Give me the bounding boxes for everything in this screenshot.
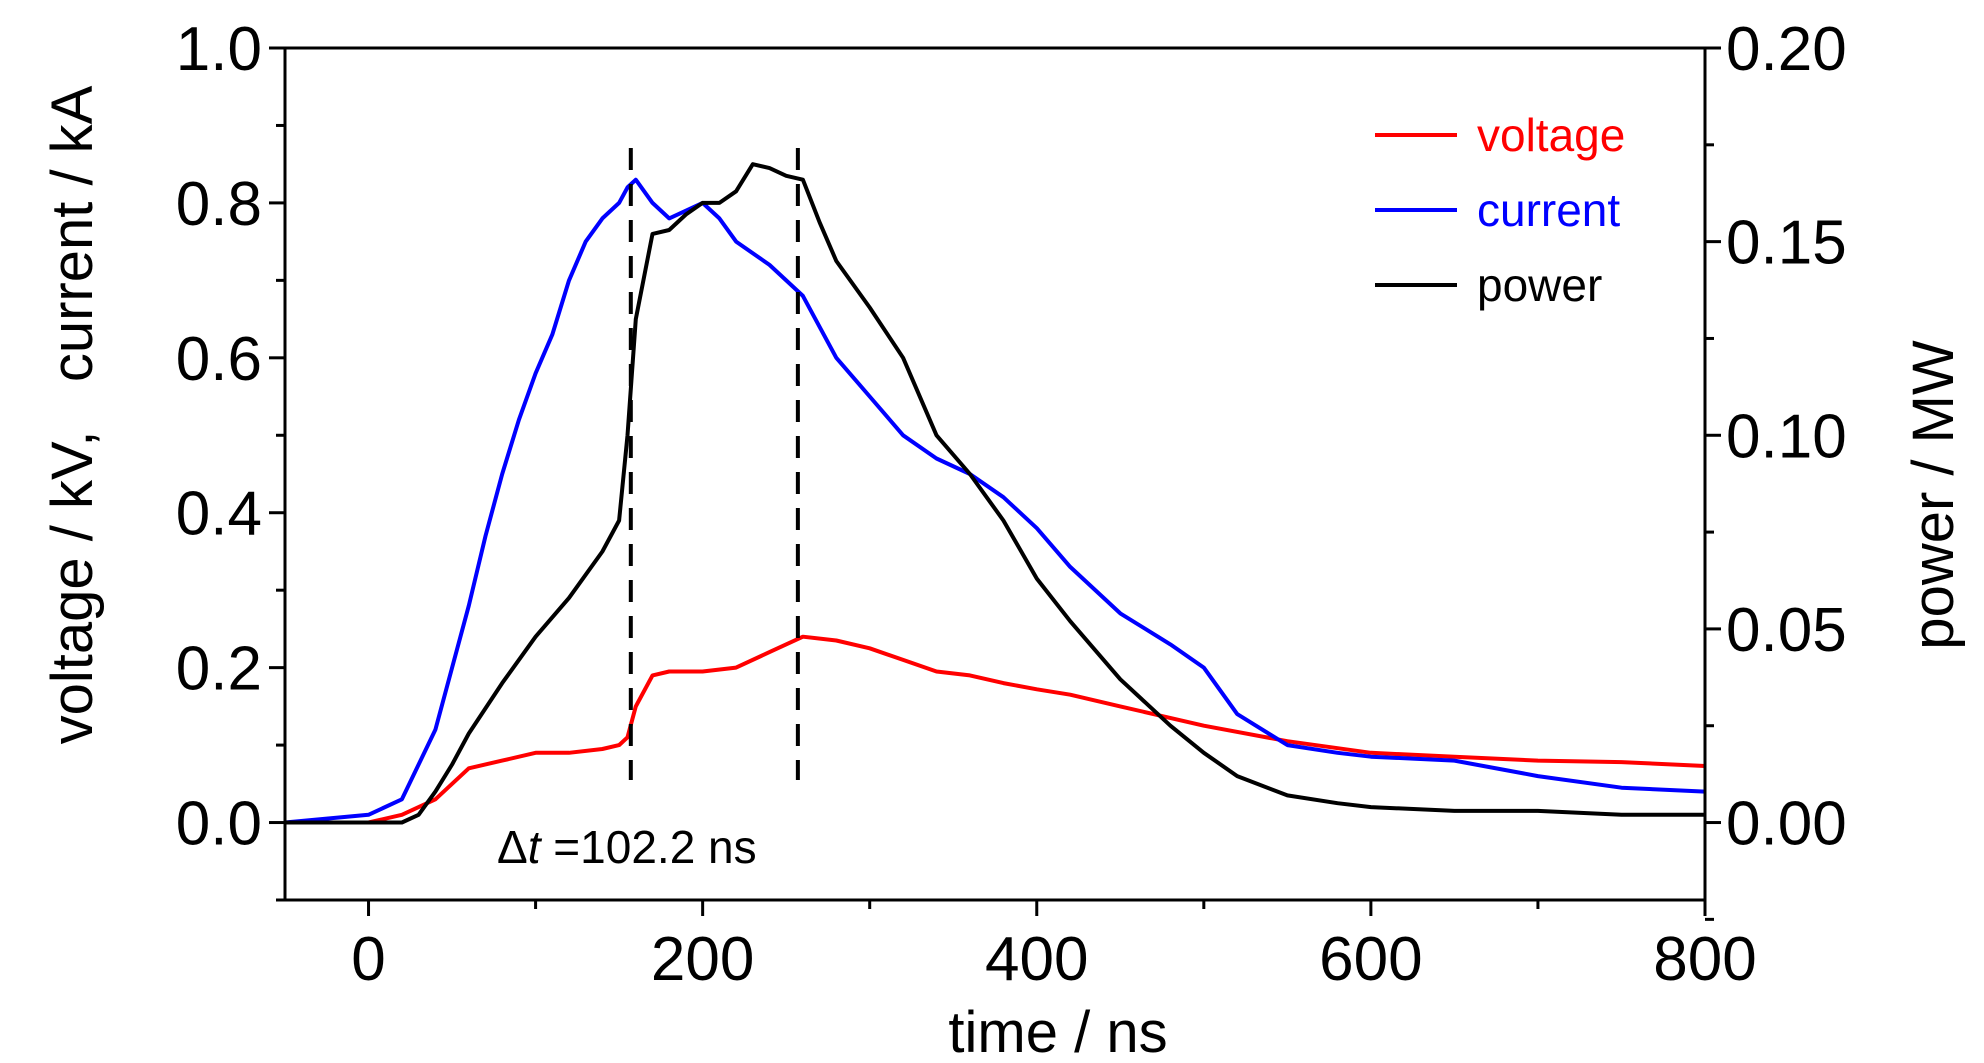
x-tick-label: 600	[1319, 925, 1422, 994]
y-left-tick-label: 0.6	[176, 325, 262, 394]
dashed-markers	[628, 148, 800, 780]
y-left-tick-label: 0.4	[176, 480, 262, 549]
y-left-tick-label: 0.0	[176, 790, 262, 859]
y-right-axis-title: power / MW	[1901, 340, 1966, 650]
x-axis-title: time / ns	[948, 1000, 1167, 1063]
y-right-tick-label: 0.20	[1726, 15, 1847, 84]
legend: voltage current power	[1375, 109, 1625, 311]
series-line-power	[285, 162, 1705, 825]
delta-value: =102.2 ns	[541, 821, 757, 873]
series-line-current	[284, 177, 1706, 825]
y-right-tick-label: 0.00	[1726, 790, 1847, 859]
delta-variable: t	[528, 821, 543, 873]
x-tick-label: 0	[351, 925, 385, 994]
y-right-tick-label: 0.15	[1726, 209, 1847, 278]
plot-content	[284, 162, 1706, 825]
y-left-axis-title: voltage / kV, current / kA	[40, 85, 105, 744]
x-axis-ticks: 0 200 400 600 800	[351, 900, 1757, 994]
y-left-tick-label: 1.0	[176, 15, 262, 84]
y-left-tick-label: 0.8	[176, 170, 262, 239]
x-tick-label: 200	[651, 925, 754, 994]
x-tick-label: 800	[1653, 925, 1756, 994]
legend-label-power: power	[1477, 259, 1602, 311]
series-line-voltage	[285, 634, 1706, 825]
y-left-tick-label: 0.2	[176, 635, 262, 704]
delta-symbol: Δ	[497, 821, 528, 873]
y-right-axis-ticks: 0.00 0.05 0.10 0.15 0.20	[1705, 15, 1847, 921]
y-right-tick-label: 0.05	[1726, 596, 1847, 665]
y-left-axis-ticks: 0.0 0.2 0.4 0.6 0.8 1.0	[176, 15, 285, 902]
plot-frame	[283, 46, 1707, 902]
legend-label-voltage: voltage	[1477, 109, 1625, 161]
legend-label-current: current	[1477, 184, 1620, 236]
y-right-tick-label: 0.10	[1726, 402, 1847, 471]
x-tick-label: 400	[985, 925, 1088, 994]
delta-t-annotation: Δt =102.2 ns	[497, 821, 757, 873]
